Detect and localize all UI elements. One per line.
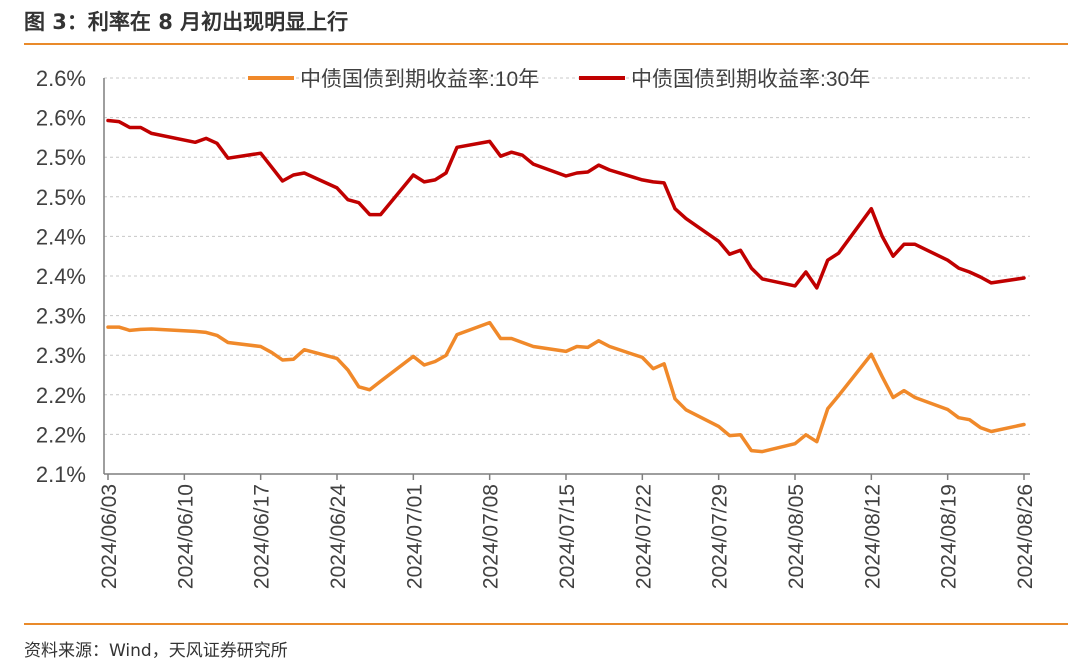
source-note: 资料来源：Wind，天风证券研究所 — [24, 641, 288, 661]
series-lines — [106, 118, 1026, 454]
y-tick-label: 2.4% — [36, 264, 86, 289]
x-tick-label: 2024/07/22 — [632, 484, 655, 589]
x-tick-label: 2024/06/03 — [98, 484, 121, 589]
y-tick-label: 2.6% — [36, 106, 86, 131]
x-tick-label: 2024/08/12 — [861, 484, 884, 589]
x-tick-label: 2024/06/17 — [251, 484, 274, 589]
figure-title: 图 3：利率在 8 月初出现明显上行 — [24, 10, 349, 34]
x-tick-label: 2024/06/24 — [327, 484, 350, 589]
y-tick-label: 2.3% — [36, 304, 86, 329]
y-tick-label: 2.3% — [36, 343, 86, 368]
title-divider — [24, 43, 1068, 45]
grid-lines — [104, 77, 1030, 435]
y-tick-label: 2.2% — [36, 383, 86, 408]
source-divider — [24, 623, 1068, 625]
x-tick-label: 2024/07/15 — [556, 484, 579, 589]
chart-legend: 中债国债到期收益率:10年 中债国债到期收益率:30年 — [248, 68, 870, 91]
y-tick-label: 2.5% — [36, 145, 86, 170]
x-tick-label: 2024/07/01 — [403, 484, 426, 589]
x-tick-label: 2024/07/29 — [709, 484, 732, 589]
x-tick-label: 2024/06/10 — [174, 484, 197, 589]
legend-label: 中债国债到期收益率:30年 — [631, 68, 870, 91]
y-tick-label: 2.4% — [36, 224, 86, 249]
y-tick-label: 2.6% — [36, 66, 86, 91]
chart-axes: 2.1% 2.2% 2.2% 2.3% 2.3% 2.4% 2.4% 2.5% 2.5% 2.6%… — [36, 66, 1037, 589]
x-tick-label: 2024/08/26 — [1014, 484, 1037, 589]
series-line-10y — [106, 320, 1026, 454]
series-line-30y — [106, 118, 1026, 290]
x-tick-label: 2024/07/08 — [480, 484, 503, 589]
y-tick-label: 2.5% — [36, 185, 86, 210]
x-tick-label: 2024/08/19 — [938, 484, 961, 589]
y-tick-label: 2.2% — [36, 422, 86, 447]
legend-label: 中债国债到期收益率:10年 — [300, 68, 539, 91]
x-tick-label: 2024/08/05 — [785, 484, 808, 589]
y-tick-label: 2.1% — [36, 462, 86, 487]
line-chart: 2.1% 2.2% 2.2% 2.3% 2.3% 2.4% 2.4% 2.5% 2.5% 2.6%… — [36, 66, 1037, 589]
